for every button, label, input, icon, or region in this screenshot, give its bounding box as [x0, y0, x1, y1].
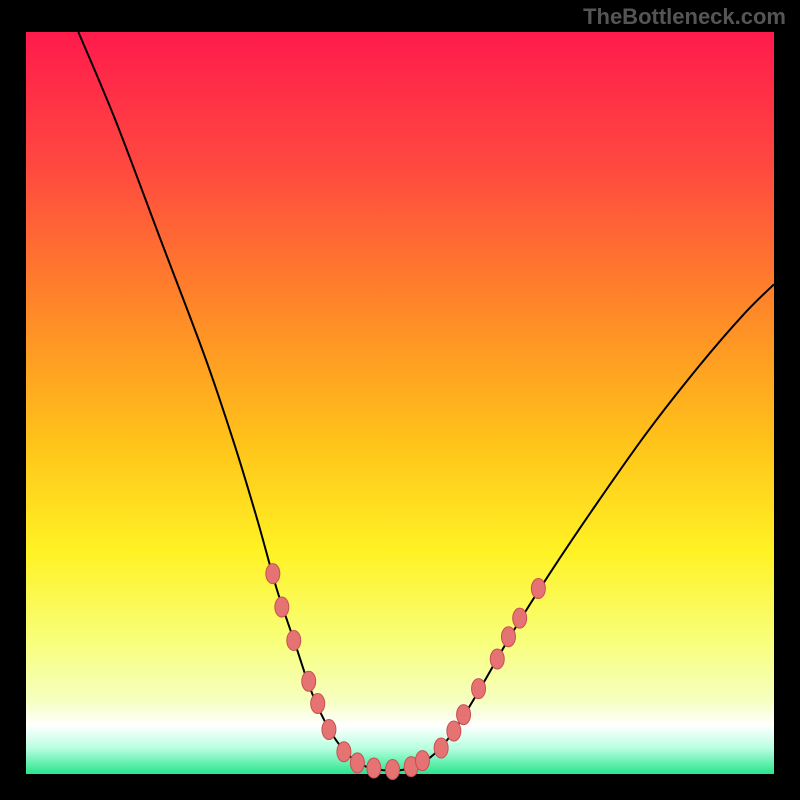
data-marker: [447, 721, 461, 741]
gradient-background: [26, 32, 774, 774]
data-marker: [275, 597, 289, 617]
data-marker: [434, 738, 448, 758]
data-marker: [322, 719, 336, 739]
data-marker: [367, 758, 381, 778]
chart-container: TheBottleneck.com: [0, 0, 800, 800]
watermark-text: TheBottleneck.com: [583, 4, 786, 30]
data-marker: [350, 753, 364, 773]
data-marker: [531, 579, 545, 599]
data-marker: [386, 760, 400, 780]
data-marker: [311, 694, 325, 714]
data-marker: [501, 627, 515, 647]
data-marker: [302, 671, 316, 691]
bottleneck-chart-svg: [0, 0, 800, 800]
data-marker: [415, 751, 429, 771]
data-marker: [513, 608, 527, 628]
data-marker: [337, 742, 351, 762]
data-marker: [490, 649, 504, 669]
data-marker: [287, 630, 301, 650]
data-marker: [472, 679, 486, 699]
data-marker: [457, 705, 471, 725]
data-marker: [266, 564, 280, 584]
